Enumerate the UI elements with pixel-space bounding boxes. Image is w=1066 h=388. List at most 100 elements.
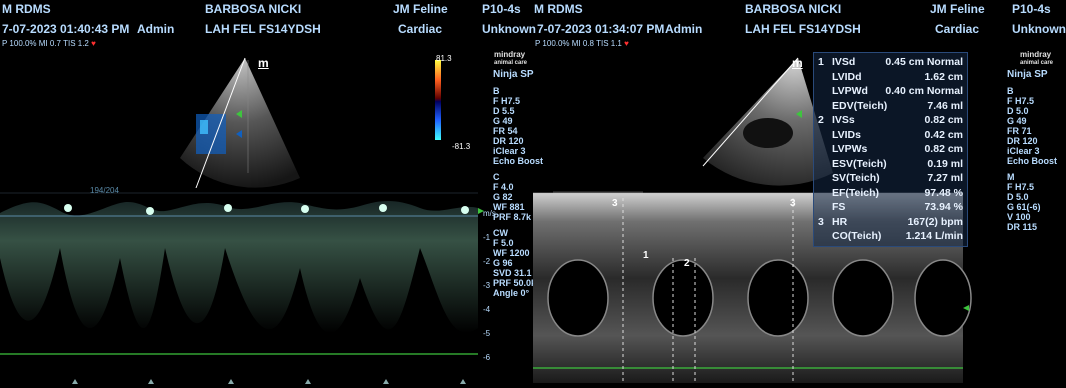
measurement-label: FS [832, 201, 846, 213]
left-ultrasound-image [0, 57, 484, 388]
right-clinic: JM Feline [930, 2, 985, 16]
axis-label: -1 [483, 233, 491, 242]
axis-label-unit: m/s [483, 209, 496, 218]
measurement-label-group: 1 IVSd [818, 55, 855, 70]
param-line: CW [493, 228, 508, 238]
param-line: D 5.5 [493, 106, 515, 116]
param-line: V 100 [1007, 212, 1031, 222]
right-datetime: 7-07-2023 01:34:07 PM [537, 22, 665, 36]
axis-label: -6 [483, 353, 491, 362]
right-unknown: Unknown [1012, 22, 1066, 36]
marker-3-a: 3 [612, 198, 618, 209]
param-line: F H7.5 [493, 96, 521, 106]
measurement-row: LVIDd 1.62 cm [818, 70, 963, 85]
axis-label: -4 [483, 305, 491, 314]
measurement-label-group: 3 HR [818, 215, 847, 230]
measurement-number: 1 [818, 56, 824, 68]
measurement-label: EDV(Teich) [832, 99, 888, 112]
measurement-row: LVPWs 0.82 cm [818, 142, 963, 157]
measurement-label: ESV(Teich) [832, 157, 887, 170]
measurement-results-panel: 1 IVSd 0.45 cm Normal LVIDd 1.62 cm LVPWd 0.40… [813, 52, 968, 247]
param-line: F H7.5 [1007, 96, 1035, 106]
cursor-readout: 194/204 [90, 186, 119, 195]
measurement-row: 1 IVSd 0.45 cm Normal [818, 55, 963, 70]
measurement-row: LVPWd 0.40 cm Normal [818, 84, 963, 99]
measurement-label: IVSs [832, 114, 855, 126]
left-model: Ninja SP [493, 69, 534, 80]
logo-brand: mindray [494, 50, 526, 59]
measurement-row: 3 HR 167(2) bpm [818, 215, 963, 230]
param-line: G 49 [1007, 116, 1027, 126]
measurement-label: LVIDs [832, 128, 861, 141]
measurement-value: 97.48 % [924, 186, 963, 199]
param-line: F 4.0 [493, 182, 514, 192]
measurement-value: 1.214 L/min [905, 230, 963, 242]
measurement-label-group: ESV(Teich) [818, 157, 887, 172]
param-line: PRF 8.7k [493, 212, 532, 222]
param-line: WF 1200 [493, 248, 530, 258]
measurement-label-group: CO(Teich) [818, 229, 881, 244]
left-operator: M RDMS [2, 2, 51, 16]
param-line: D 5.0 [1007, 192, 1029, 202]
marker-1: 1 [643, 250, 649, 261]
param-line: iClear 3 [1007, 146, 1040, 156]
param-line: G 82 [493, 192, 513, 202]
param-line: SVD 31.1 [493, 268, 532, 278]
measurement-value: 0.82 cm [924, 143, 963, 155]
measurement-row: LVIDs 0.42 cm [818, 128, 963, 143]
param-line: F H7.5 [1007, 182, 1035, 192]
measurement-label: EF(Teich) [832, 186, 880, 199]
axis-label: -5 [483, 329, 491, 338]
measurement-value: 167(2) bpm [907, 215, 963, 228]
measurement-row: ESV(Teich) 0.19 ml [818, 157, 963, 172]
param-line: FR 71 [1007, 126, 1032, 136]
logo-brand: mindray [1020, 50, 1052, 59]
param-line: B [493, 86, 500, 96]
left-probe: P10-4s [482, 2, 521, 16]
measurement-label: LVIDd [832, 70, 862, 83]
param-line: DR 120 [493, 136, 524, 146]
right-patient-name: BARBOSA NICKI [745, 2, 842, 16]
measurement-label-group: LVPWd [818, 84, 868, 99]
right-exam: Cardiac [935, 22, 980, 36]
measurement-value: 7.46 ml [927, 99, 963, 112]
right-patient-id: LAH FEL FS14YDSH [745, 22, 861, 36]
measurement-number: 2 [818, 114, 824, 126]
measurement-label-group: LVPWs [818, 142, 867, 157]
left-clinic: JM Feline [393, 2, 448, 16]
logo-sub: animal care [1020, 60, 1054, 66]
measurement-value: 0.42 cm [924, 128, 963, 141]
param-line: D 5.0 [1007, 106, 1029, 116]
marker-3-b: 3 [790, 198, 796, 209]
param-line: Echo Boost [493, 156, 544, 166]
param-line: B [1007, 86, 1014, 96]
color-scale-top: 81.3 [436, 54, 452, 63]
left-datetime: 7-07-2023 01:40:43 PM [2, 22, 130, 36]
measurement-row: CO(Teich) 1.214 L/min [818, 229, 963, 244]
measurement-label-group: SV(Teich) [818, 171, 880, 186]
left-exam: Cardiac [398, 22, 443, 36]
param-line: M [1007, 172, 1015, 182]
param-line: FR 54 [493, 126, 518, 136]
measurement-value: 73.94 % [924, 201, 963, 213]
measurement-label: IVSd [832, 56, 856, 68]
left-unknown: Unknown [482, 22, 536, 36]
measurement-value: 0.45 cm Normal [885, 56, 963, 68]
param-line: C [493, 172, 500, 182]
param-line: DR 115 [1007, 222, 1038, 232]
measurement-value: 0.82 cm [924, 114, 963, 126]
param-line: PRF 50.0k [493, 278, 537, 288]
left-power-readout: P 100.0% MI 0.7 TIS 1.2 ♥ [2, 39, 96, 48]
param-line: DR 120 [1007, 136, 1038, 146]
right-probe: P10-4s [1012, 2, 1051, 16]
measurement-row: SV(Teich) 7.27 ml [818, 171, 963, 186]
logo-sub: animal care [494, 60, 528, 66]
axis-label: -3 [483, 281, 491, 290]
measurement-label-group: FS [818, 200, 845, 215]
measurement-value: 7.27 ml [927, 172, 963, 184]
heart-icon: ♥ [91, 39, 96, 48]
param-line: WF 881 [493, 202, 525, 212]
measurement-value: 0.19 ml [927, 157, 963, 170]
param-line: Angle 0° [493, 288, 530, 298]
